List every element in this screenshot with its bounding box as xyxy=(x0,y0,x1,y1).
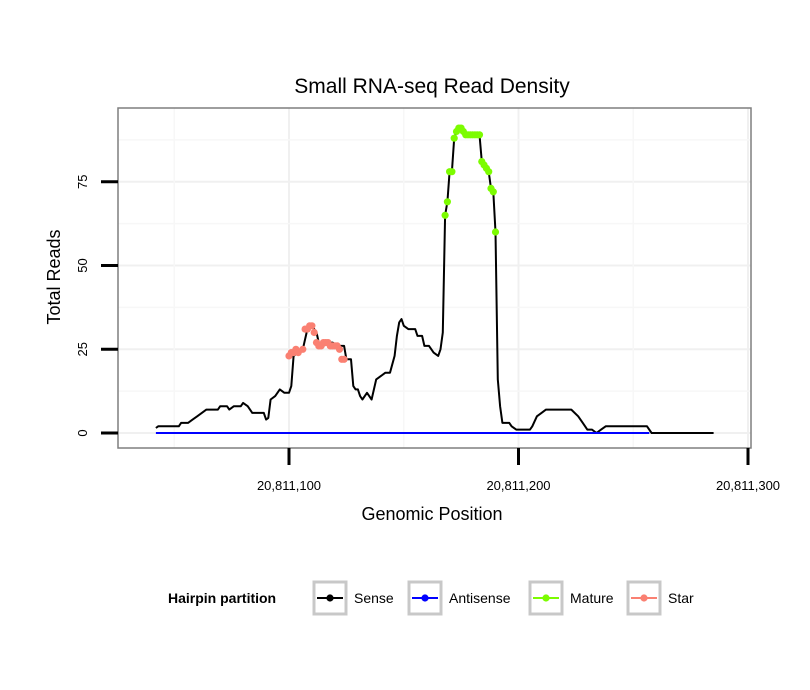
mature-point xyxy=(491,228,500,236)
legend-label-mature: Mature xyxy=(570,590,614,606)
x-tick-label: 20,811,300 xyxy=(716,478,780,493)
grid-lines xyxy=(118,108,751,448)
plot-background xyxy=(118,108,751,448)
star-point xyxy=(310,328,318,337)
sense-series-line xyxy=(155,127,714,434)
legend-title: Hairpin partition xyxy=(168,590,276,606)
y-tick-label: 0 xyxy=(75,429,90,436)
mature-point xyxy=(443,198,451,206)
x-tick-label: 20,811,100 xyxy=(257,478,321,493)
legend-swatch-point-star xyxy=(640,594,648,602)
star-point xyxy=(335,345,344,353)
y-axis-title: Total Reads xyxy=(44,229,64,324)
series-layer xyxy=(155,124,714,434)
mature-point xyxy=(485,168,493,176)
y-tick-label: 50 xyxy=(75,258,90,272)
x-axis-title: Genomic Position xyxy=(361,504,502,524)
mature-point xyxy=(450,134,458,142)
legend-label-star: Star xyxy=(668,590,694,606)
legend-swatch-point-mature xyxy=(542,594,550,602)
y-tick-label: 75 xyxy=(75,175,90,189)
legend-swatch-point-sense xyxy=(326,594,334,602)
x-tick-label: 20,811,200 xyxy=(486,478,550,493)
legend: Hairpin partition Sense Antisense Mature St… xyxy=(168,580,694,616)
axis-layer: 20,811,100 20,811,200 20,811,300 0 25 50 75 xyxy=(75,175,780,493)
chart-title: Small RNA-seq Read Density xyxy=(294,75,570,98)
star-point xyxy=(340,355,348,363)
mature-point xyxy=(441,211,449,219)
plot-border xyxy=(117,107,752,449)
mature-point xyxy=(489,188,497,196)
mature-point xyxy=(475,131,484,139)
legend-label-sense: Sense xyxy=(354,590,394,606)
star-point xyxy=(308,322,316,330)
mature-point xyxy=(448,168,456,176)
star-point xyxy=(299,345,307,353)
legend-swatch-point-antisense xyxy=(421,594,429,602)
y-tick-label: 25 xyxy=(75,342,90,356)
legend-label-antisense: Antisense xyxy=(449,590,511,606)
